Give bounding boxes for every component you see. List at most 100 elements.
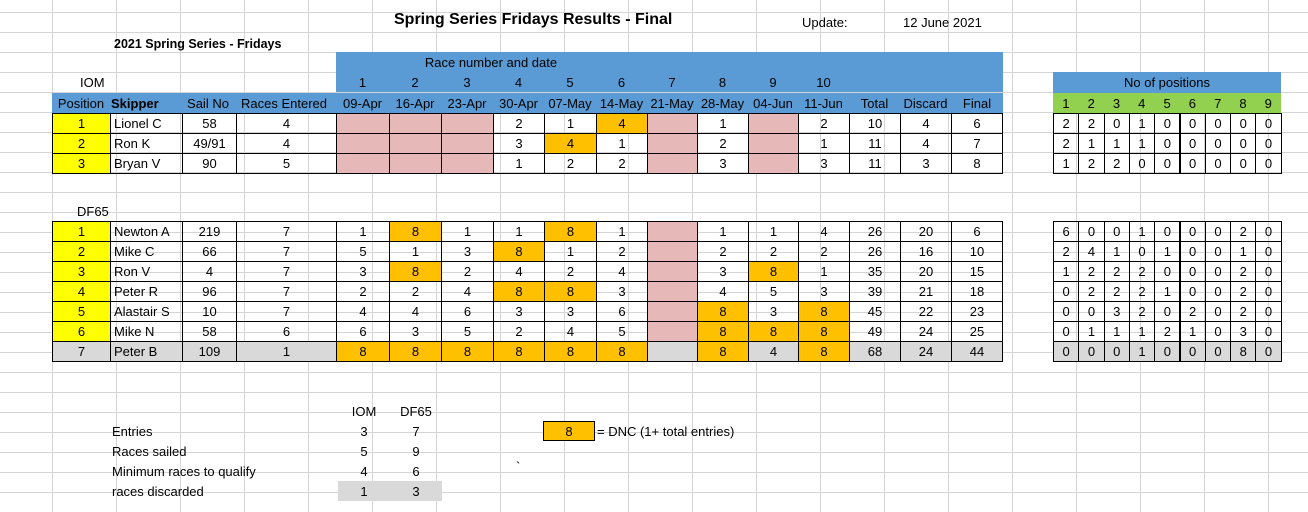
race-result-cell [389, 113, 442, 134]
position-count-cell: 0 [1128, 153, 1156, 174]
row-sail-no: 66 [182, 241, 237, 262]
position-count-cell: 1 [1128, 221, 1156, 242]
summary-iom-value: 4 [360, 463, 368, 479]
header-race-date: 28-May [700, 96, 745, 111]
race-result-cell: 2 [596, 241, 648, 262]
race-result-cell: 8 [748, 321, 799, 342]
race-number: 3 [463, 75, 471, 90]
position-count-cell: 0 [1179, 221, 1206, 242]
row-skipper[interactable]: Peter B [110, 341, 183, 362]
row-skipper[interactable]: Newton A [110, 221, 183, 242]
race-result-cell [748, 113, 799, 134]
position-count-cell: 2 [1078, 261, 1105, 282]
row-races-entered: 7 [236, 301, 337, 322]
sheet-title: Spring Series Fridays Results - Final [394, 11, 673, 28]
position-count-cell: 0 [1128, 241, 1156, 262]
race-result-cell: 2 [798, 113, 850, 134]
race-result-cell: 8 [544, 221, 597, 242]
race-result-cell: 1 [441, 221, 494, 242]
iom-class-label: IOM [80, 75, 105, 90]
position-count-cell: 2 [1230, 301, 1257, 322]
position-count-cell: 1 [1053, 153, 1080, 174]
positions-col-header: 7 [1204, 93, 1231, 113]
position-count-cell: 0 [1154, 153, 1181, 174]
row-skipper[interactable]: Bryan V [110, 153, 183, 174]
header-sail-no: Sail No [187, 96, 229, 111]
summary-iom-value: 1 [338, 481, 390, 501]
position-count-cell: 1 [1103, 241, 1130, 262]
position-count-cell: 0 [1053, 321, 1080, 342]
race-result-cell: 8 [493, 241, 545, 262]
race-result-cell: 3 [798, 281, 850, 302]
row-sail-no: 58 [182, 321, 237, 342]
race-result-cell: 8 [389, 341, 442, 362]
row-races-entered: 7 [236, 261, 337, 282]
position-count-cell: 0 [1179, 241, 1206, 262]
race-result-cell: 5 [596, 321, 648, 342]
position-count-cell: 0 [1230, 113, 1257, 134]
position-count-cell: 0 [1179, 341, 1206, 362]
race-result-cell: 8 [493, 281, 545, 302]
header-race-date: 14-May [599, 96, 644, 111]
position-count-cell: 8 [1230, 341, 1257, 362]
row-skipper[interactable]: Mike N [110, 321, 183, 342]
position-count-cell: 2 [1078, 113, 1105, 134]
race-result-cell: 4 [493, 261, 545, 282]
row-discard: 20 [900, 221, 952, 242]
race-result-cell: 1 [697, 221, 749, 242]
position-count-cell: 0 [1255, 133, 1282, 154]
race-result-cell: 8 [389, 261, 442, 282]
race-result-cell: 8 [697, 341, 749, 362]
position-count-cell: 0 [1204, 221, 1232, 242]
row-position: 7 [52, 341, 111, 362]
position-count-cell: 0 [1204, 341, 1232, 362]
row-position: 6 [52, 321, 111, 342]
race-header-label: Race number and date [424, 55, 558, 70]
race-result-cell: 3 [596, 281, 648, 302]
race-result-cell: 8 [697, 301, 749, 322]
position-count-cell: 0 [1154, 341, 1181, 362]
race-result-cell: 1 [798, 261, 850, 282]
row-skipper[interactable]: Lionel C [110, 113, 183, 134]
row-final: 6 [951, 221, 1003, 242]
row-position: 4 [52, 281, 111, 302]
position-count-cell: 0 [1204, 153, 1232, 174]
race-result-cell: 3 [336, 261, 390, 282]
race-result-cell: 4 [798, 221, 850, 242]
row-skipper[interactable]: Peter R [110, 281, 183, 302]
position-count-cell: 0 [1154, 221, 1181, 242]
race-result-cell: 8 [596, 341, 648, 362]
position-count-cell: 0 [1230, 133, 1257, 154]
row-discard: 16 [900, 241, 952, 262]
row-discard: 20 [900, 261, 952, 282]
position-count-cell: 0 [1204, 261, 1232, 282]
race-result-cell: 4 [441, 281, 494, 302]
position-count-cell: 1 [1128, 341, 1156, 362]
position-count-cell: 3 [1230, 321, 1257, 342]
position-count-cell: 1 [1179, 321, 1206, 342]
position-count-cell: 0 [1255, 261, 1282, 282]
row-final: 10 [951, 241, 1003, 262]
position-count-cell: 2 [1053, 113, 1080, 134]
row-skipper[interactable]: Alastair S [110, 301, 183, 322]
race-result-cell: 1 [493, 153, 545, 174]
row-total: 26 [849, 241, 901, 262]
race-result-cell: 2 [596, 153, 648, 174]
race-result-cell: 6 [596, 301, 648, 322]
row-skipper[interactable]: Mike C [110, 241, 183, 262]
race-result-cell: 6 [441, 301, 494, 322]
position-count-cell: 0 [1179, 153, 1206, 174]
row-total: 49 [849, 321, 901, 342]
row-discard: 4 [900, 133, 952, 154]
position-count-cell: 1 [1128, 113, 1156, 134]
race-result-cell: 8 [798, 301, 850, 322]
header-race-date: 21-May [650, 96, 694, 111]
position-count-cell: 2 [1230, 221, 1257, 242]
race-result-cell: 8 [441, 341, 494, 362]
row-races-entered: 7 [236, 221, 337, 242]
row-skipper[interactable]: Ron K [110, 133, 183, 154]
race-result-cell: 2 [441, 261, 494, 282]
race-result-cell: 2 [748, 241, 799, 262]
row-skipper[interactable]: Ron V [110, 261, 183, 282]
row-position: 1 [52, 113, 111, 134]
